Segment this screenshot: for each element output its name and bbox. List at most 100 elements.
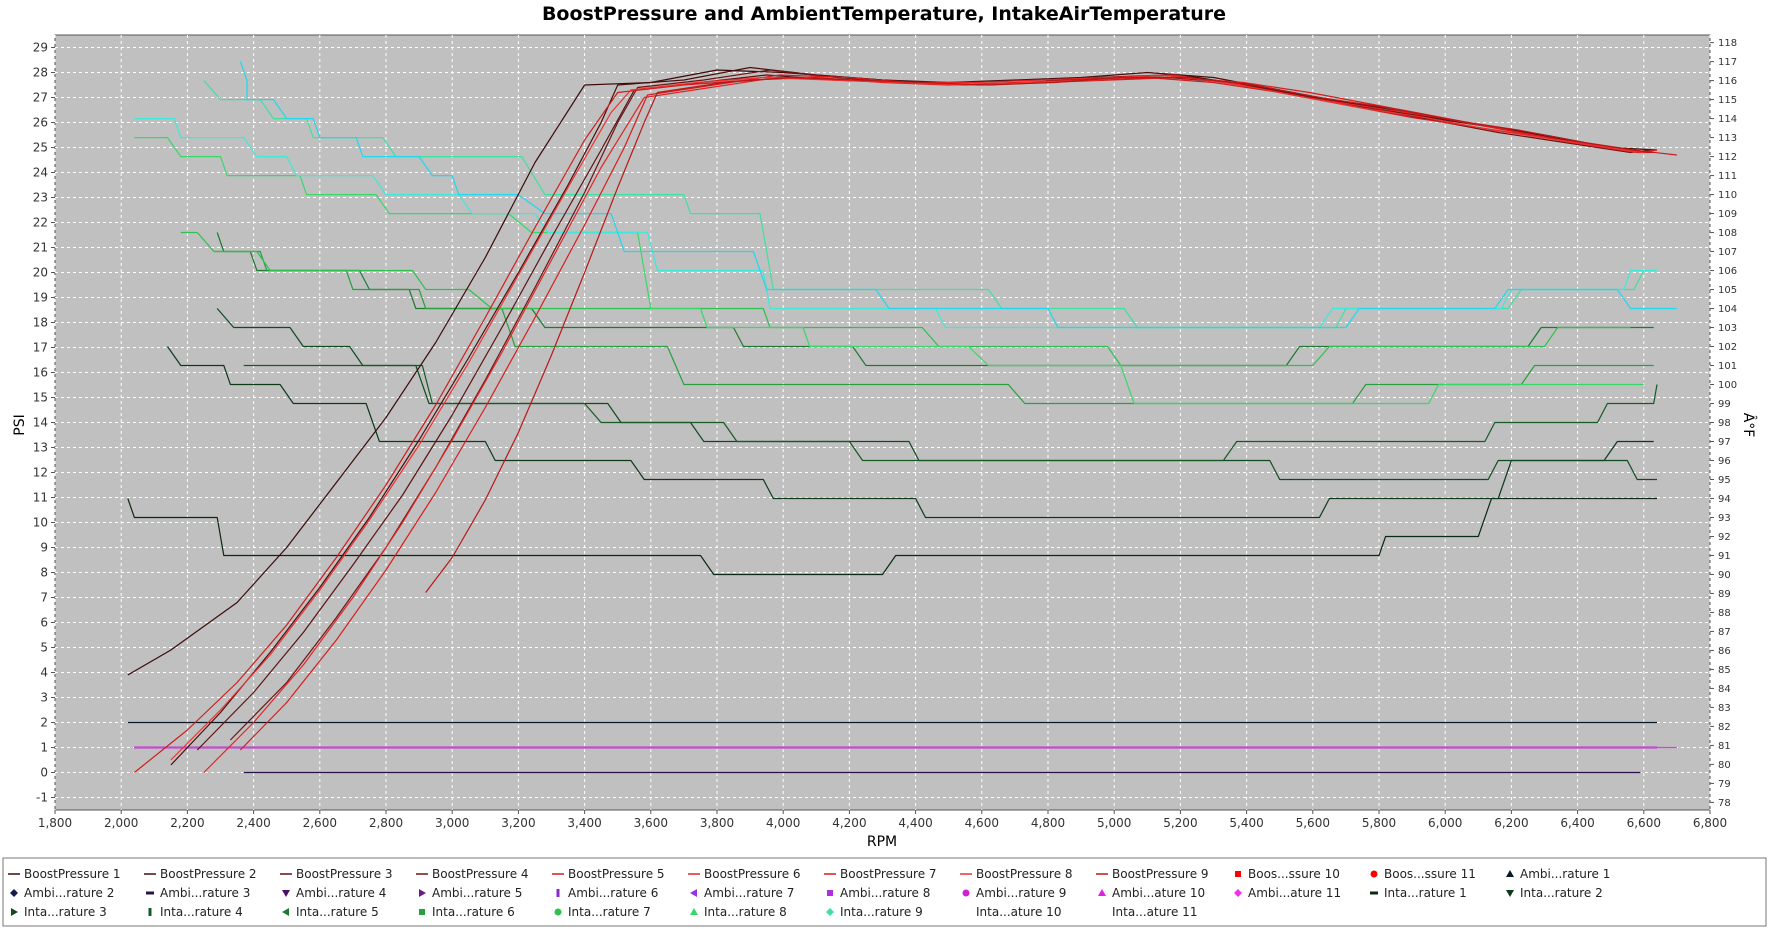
y-right-tick-label: 104 <box>1718 304 1737 315</box>
y-tick-label: 1 <box>40 741 48 755</box>
x-tick-label: 4,800 <box>1031 816 1065 830</box>
series-line <box>243 364 1658 462</box>
y-right-tick-label: 106 <box>1718 266 1737 277</box>
x-tick-label: 4,600 <box>965 816 999 830</box>
legend-box <box>2 857 1767 927</box>
legend-item: Inta...rature 9 <box>826 905 923 919</box>
x-tick-label: 5,600 <box>1296 816 1330 830</box>
legend-label: Ambi...rature 9 <box>976 886 1066 900</box>
legend-label: Inta...rature 2 <box>1520 886 1603 900</box>
y-tick-label: 19 <box>33 291 48 305</box>
y-tick-label: 5 <box>40 641 48 655</box>
y-right-tick-label: 109 <box>1718 209 1737 220</box>
legend-label: Ambi...ature 11 <box>1248 886 1341 900</box>
legend-label: Inta...rature 7 <box>568 905 651 919</box>
x-tick-label: 6,400 <box>1560 816 1594 830</box>
y-right-tick-label: 118 <box>1718 38 1737 49</box>
legend-item: Ambi...rature 8 <box>827 886 930 900</box>
legend-label: Inta...rature 9 <box>840 905 923 919</box>
x-tick-label: 2,800 <box>369 816 403 830</box>
legend-marker <box>10 889 18 897</box>
y-right-tick-label: 114 <box>1718 114 1737 125</box>
y-axis-ticks: -101234567891011121314151617181920212223… <box>33 41 55 805</box>
legend-item: Ambi...rature 7 <box>690 886 794 900</box>
x-tick-label: 5,800 <box>1362 816 1396 830</box>
legend-item: BoostPressure 5 <box>552 867 665 881</box>
y-tick-label: 17 <box>33 341 48 355</box>
legend-marker <box>1235 871 1241 877</box>
y-right-tick-label: 98 <box>1718 418 1731 429</box>
legend-marker <box>962 889 970 897</box>
y-right-tick-label: 88 <box>1718 608 1731 619</box>
x-tick-label: 4,400 <box>898 816 932 830</box>
legend: BoostPressure 1 BoostPressure 2 BoostPress… <box>8 867 1610 919</box>
legend-item: Ambi...rature 2 <box>10 886 114 900</box>
y-tick-label: 22 <box>33 216 48 230</box>
y-tick-label: 7 <box>40 591 48 605</box>
y-right-tick-label: 117 <box>1718 57 1737 68</box>
legend-label: Inta...rature 4 <box>160 905 243 919</box>
y-right-tick-label: 84 <box>1718 684 1731 695</box>
legend-marker <box>282 908 289 916</box>
legend-item: Inta...rature 1 <box>1370 886 1467 900</box>
x-tick-label: 2,000 <box>104 816 138 830</box>
y-tick-label: 4 <box>40 666 48 680</box>
y-right-tick-label: 103 <box>1718 323 1737 334</box>
legend-item: Ambi...rature 9 <box>962 886 1066 900</box>
legend-label: Ambi...rature 6 <box>568 886 658 900</box>
y-right-tick-label: 96 <box>1718 456 1731 467</box>
x-tick-label: 2,200 <box>170 816 204 830</box>
legend-label: Inta...rature 8 <box>704 905 787 919</box>
legend-item: Ambi...rature 1 <box>1506 867 1610 881</box>
series-line <box>134 76 1677 773</box>
y-tick-label: 20 <box>33 266 48 280</box>
legend-item: Inta...rature 3 <box>11 905 107 919</box>
legend-label: Ambi...rature 7 <box>704 886 794 900</box>
x-tick-label: 4,000 <box>766 816 800 830</box>
y-right-tick-label: 87 <box>1718 627 1731 638</box>
series-line <box>134 137 1644 405</box>
y-tick-label: -1 <box>36 791 48 805</box>
y-tick-label: 15 <box>33 391 48 405</box>
y-right-tick-label: 102 <box>1718 342 1737 353</box>
legend-label: Inta...rature 6 <box>432 905 515 919</box>
y-tick-label: 18 <box>33 316 48 330</box>
y-tick-label: 27 <box>33 91 48 105</box>
y-right-tick-label: 89 <box>1718 589 1731 600</box>
y-right-tick-label: 97 <box>1718 437 1731 448</box>
legend-label: Ambi...rature 1 <box>1520 867 1610 881</box>
legend-item: BoostPressure 2 <box>144 867 257 881</box>
y-right-tick-label: 105 <box>1718 285 1737 296</box>
plot-background <box>54 34 1711 811</box>
legend-label: Ambi...rature 8 <box>840 886 930 900</box>
x-tick-label: 4,200 <box>832 816 866 830</box>
legend-label: Ambi...rature 5 <box>432 886 522 900</box>
y-tick-label: 25 <box>33 141 48 155</box>
legend-marker <box>11 908 18 916</box>
y-right-tick-label: 99 <box>1718 399 1731 410</box>
legend-label: BoostPressure 8 <box>976 867 1073 881</box>
y-right-tick-label: 100 <box>1718 380 1737 391</box>
legend-marker <box>146 891 154 895</box>
y-tick-label: 0 <box>40 766 48 780</box>
legend-item: Boos...ssure 11 <box>1370 867 1476 881</box>
legend-marker <box>556 889 560 897</box>
x-tick-label: 6,000 <box>1428 816 1462 830</box>
x-tick-label: 1,800 <box>38 816 72 830</box>
legend-marker <box>827 890 833 896</box>
y-right-tick-label: 85 <box>1718 665 1731 676</box>
legend-item: Inta...ature 11 <box>1112 905 1197 919</box>
legend-item: BoostPressure 7 <box>824 867 937 881</box>
legend-item: Ambi...rature 4 <box>282 886 386 900</box>
legend-marker <box>1506 870 1514 877</box>
legend-item: Ambi...ature 11 <box>1234 886 1341 900</box>
y-tick-label: 13 <box>33 441 48 455</box>
y-right-tick-label: 80 <box>1718 760 1731 771</box>
legend-item: BoostPressure 6 <box>688 867 801 881</box>
x-tick-label: 5,400 <box>1229 816 1263 830</box>
legend-marker <box>826 908 834 916</box>
legend-item: Inta...rature 7 <box>554 905 651 919</box>
y-right-tick-label: 92 <box>1718 532 1731 543</box>
y-right-tick-label: 91 <box>1718 551 1731 562</box>
y-tick-label: 12 <box>33 466 48 480</box>
